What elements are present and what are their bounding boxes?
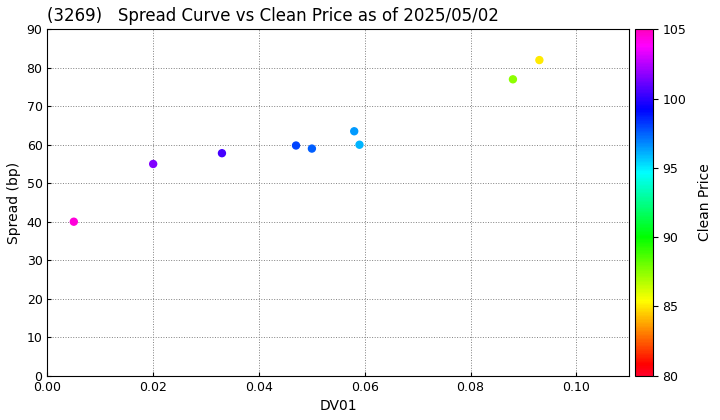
Point	[354, 142, 365, 148]
Point	[507, 76, 518, 83]
Point	[348, 128, 360, 135]
Point	[534, 57, 545, 63]
X-axis label: DV01: DV01	[320, 399, 357, 413]
Text: (3269)   Spread Curve vs Clean Price as of 2025/05/02: (3269) Spread Curve vs Clean Price as of…	[48, 7, 499, 25]
Point	[68, 218, 80, 225]
Point	[306, 145, 318, 152]
Y-axis label: Clean Price: Clean Price	[698, 163, 711, 241]
Point	[148, 160, 159, 167]
Point	[216, 150, 228, 157]
Point	[290, 142, 302, 149]
Y-axis label: Spread (bp): Spread (bp)	[7, 161, 21, 244]
